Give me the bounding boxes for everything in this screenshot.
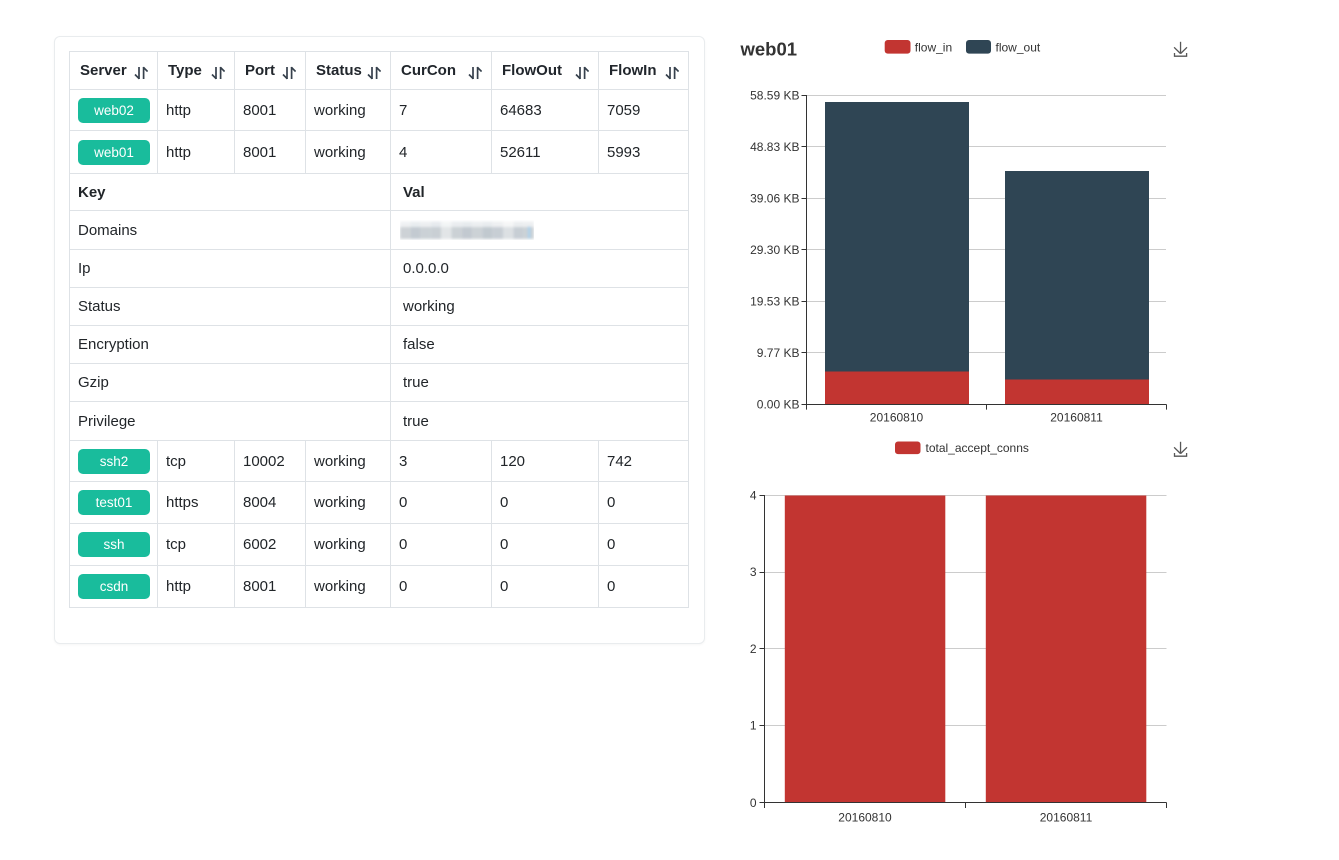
- svg-text:20160810: 20160810: [870, 410, 924, 424]
- svg-text:20160811: 20160811: [1040, 811, 1093, 825]
- svg-text:web01: web01: [740, 39, 798, 60]
- svg-text:29.30 KB: 29.30 KB: [750, 243, 799, 257]
- svg-text:0.00 KB: 0.00 KB: [757, 398, 800, 412]
- svg-text:9.77 KB: 9.77 KB: [757, 346, 800, 360]
- svg-text:39.06 KB: 39.06 KB: [750, 191, 799, 205]
- svg-text:48.83 KB: 48.83 KB: [750, 140, 799, 154]
- svg-text:19.53 KB: 19.53 KB: [750, 294, 799, 308]
- svg-text:3: 3: [750, 565, 757, 579]
- svg-text:2: 2: [750, 642, 757, 656]
- svg-text:flow_in: flow_in: [915, 41, 952, 55]
- svg-text:4: 4: [750, 489, 757, 503]
- svg-text:0: 0: [750, 796, 757, 810]
- svg-text:1: 1: [750, 719, 757, 733]
- svg-text:flow_out: flow_out: [996, 41, 1041, 55]
- svg-text:20160811: 20160811: [1050, 410, 1103, 424]
- svg-text:58.59 KB: 58.59 KB: [750, 88, 799, 102]
- svg-text:total_accept_conns: total_accept_conns: [926, 441, 1029, 455]
- svg-text:20160810: 20160810: [838, 811, 892, 825]
